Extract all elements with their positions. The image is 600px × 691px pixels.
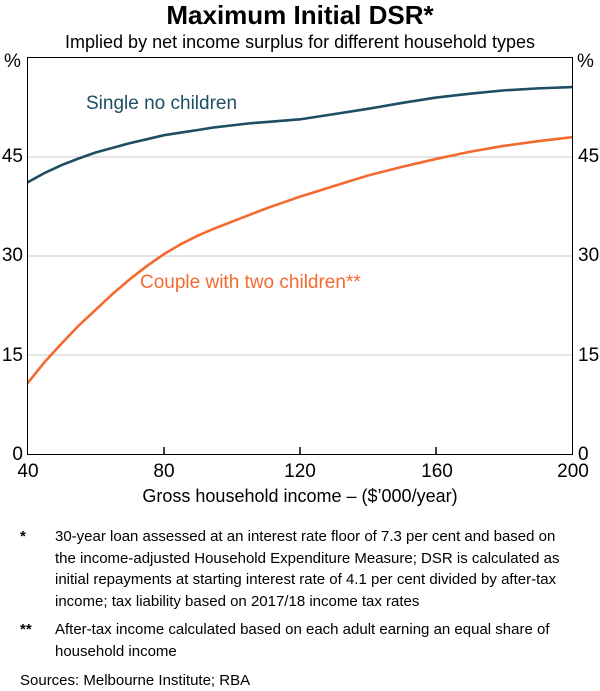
y-tick-left-30: 30 <box>1 245 23 266</box>
sources-line: Sources: Melbourne Institute; RBA <box>20 672 251 689</box>
y-tick-right-0: 0 <box>578 444 589 465</box>
y-tick-left-15: 15 <box>1 345 23 366</box>
chart-subtitle: Implied by net income surplus for differ… <box>65 32 535 52</box>
footnote-1-text: 30-year loan assessed at an interest rat… <box>55 528 560 610</box>
footnote-2: ** After-tax income calculated based on … <box>20 619 586 662</box>
footnotes-block: * 30-year loan assessed at an interest r… <box>20 526 586 691</box>
y-axis-unit-left: % <box>4 51 21 72</box>
plot-area <box>27 57 573 455</box>
chart-title: Maximum Initial DSR* <box>166 0 434 30</box>
footnote-2-text: After-tax income calculated based on eac… <box>55 621 550 660</box>
series-label-couple-two-children: Couple with two children** <box>140 272 361 293</box>
y-tick-right-30: 30 <box>578 245 600 266</box>
footnote-1-marker: * <box>20 528 26 545</box>
x-tick-120: 120 <box>284 461 316 482</box>
x-tick-200: 200 <box>557 461 589 482</box>
x-axis-label: Gross household income – ($’000/year) <box>142 486 458 506</box>
x-tick-80: 80 <box>153 461 175 482</box>
x-tick-40: 40 <box>17 461 39 482</box>
y-tick-left-0: 0 <box>12 444 23 465</box>
y-tick-left-45: 45 <box>1 146 23 167</box>
y-tick-right-15: 15 <box>578 345 600 366</box>
y-axis-unit-right: % <box>577 51 594 72</box>
plot-svg <box>28 85 572 454</box>
y-tick-right-45: 45 <box>578 146 600 167</box>
footnote-1: * 30-year loan assessed at an interest r… <box>20 526 586 612</box>
x-tick-160: 160 <box>421 461 453 482</box>
footnote-2-marker: ** <box>20 621 32 638</box>
series-label-single-no-children: Single no children <box>86 93 238 114</box>
